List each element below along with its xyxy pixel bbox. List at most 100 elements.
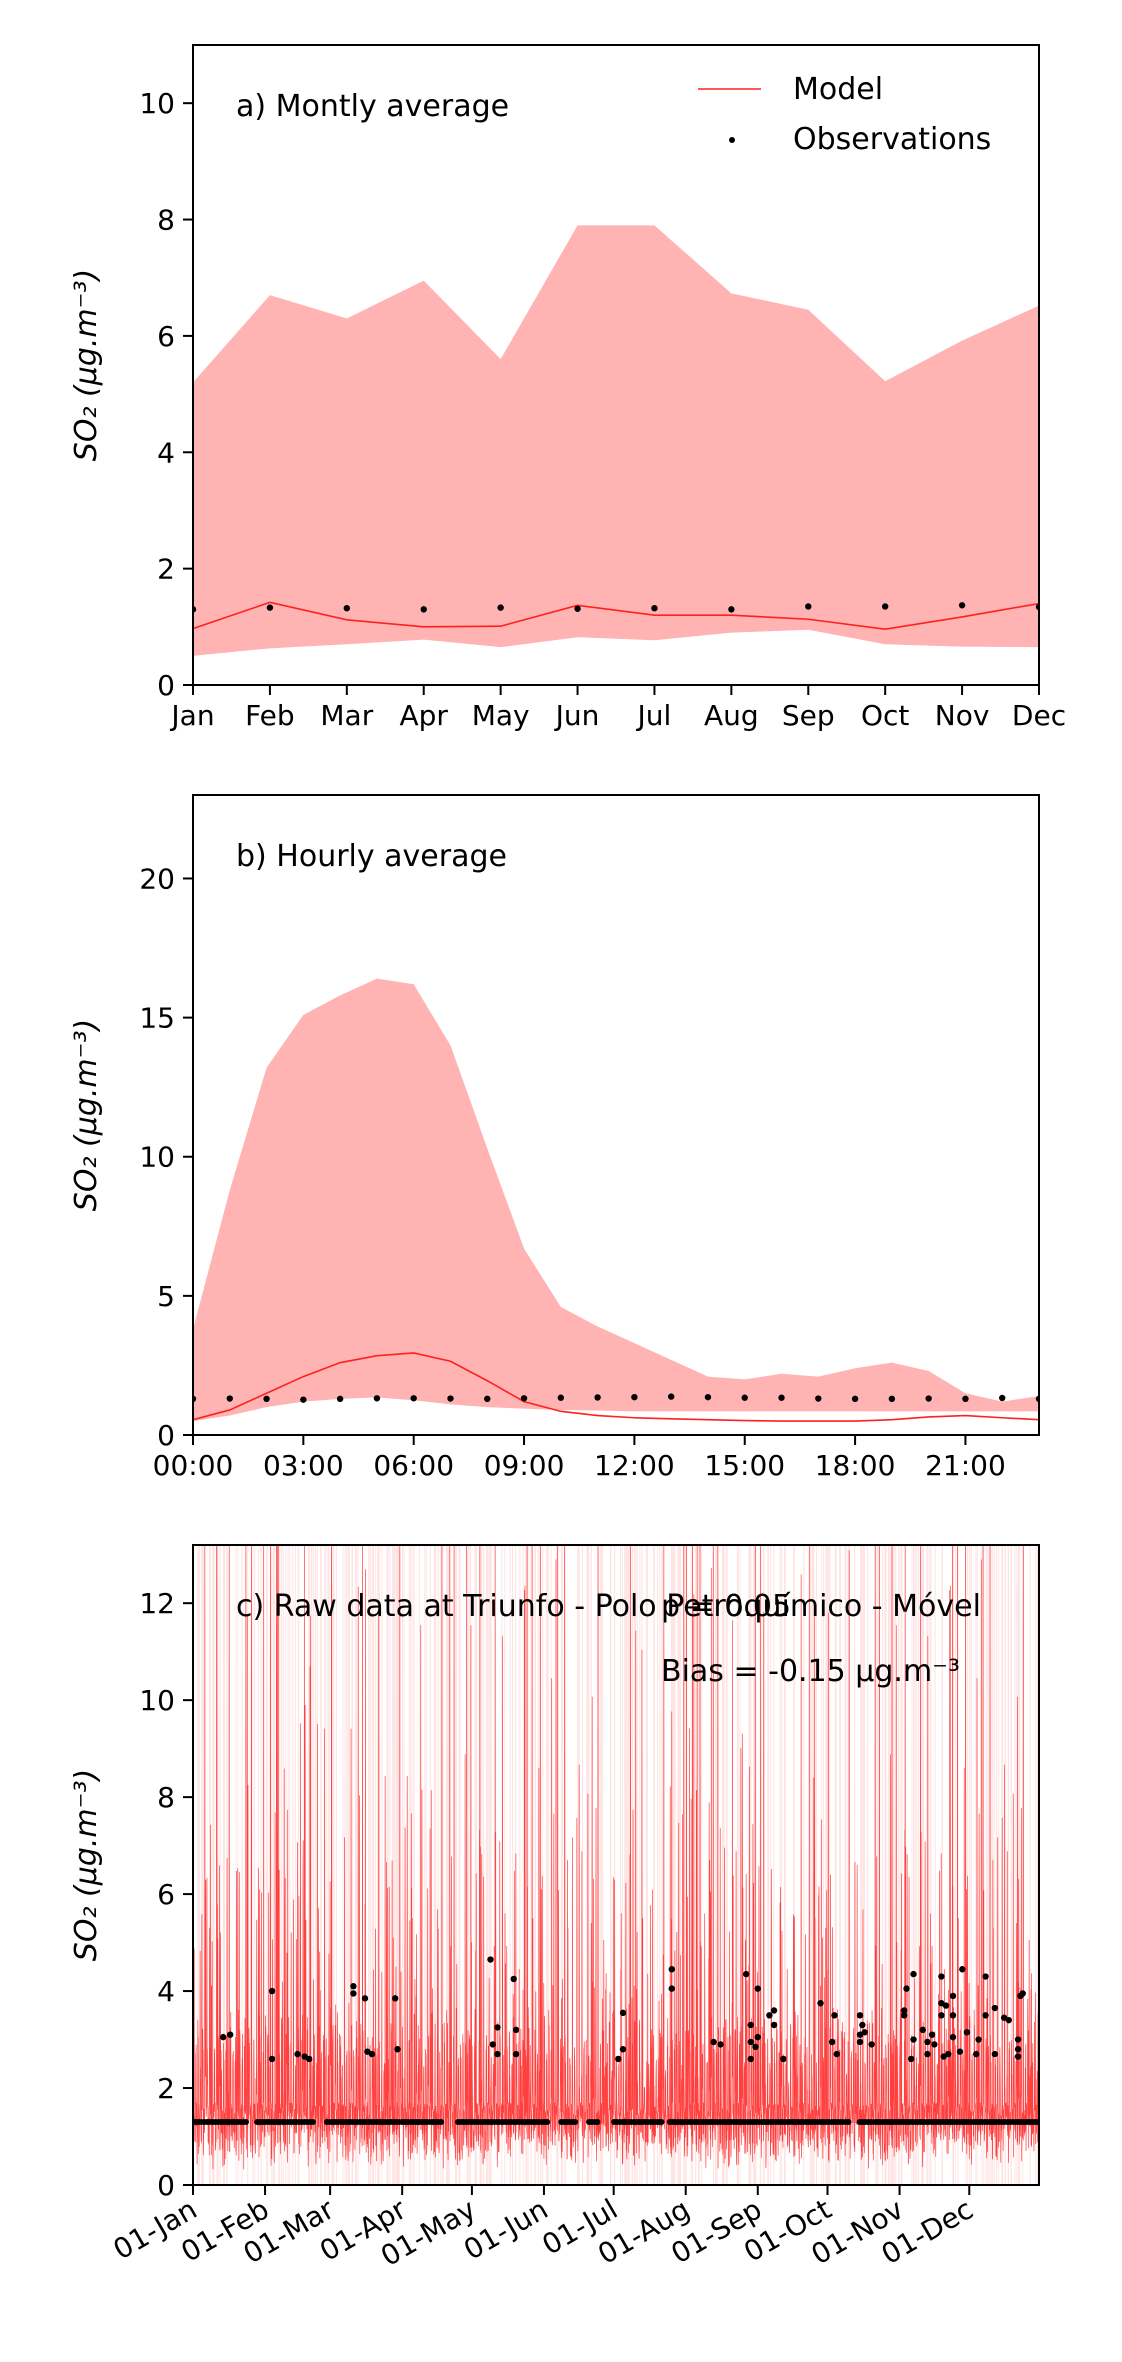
plot-frame [192,44,1040,686]
observation-point [938,1973,945,1980]
y-tick-label: 0 [157,1419,175,1452]
observation-point [982,2012,989,2019]
observation-point [306,2055,313,2063]
x-tick-label: Oct [861,699,909,732]
observation-point [651,605,658,612]
y-axis-ticks: 0 2 4 6 8 10 [139,87,193,702]
observation-point [815,1395,822,1402]
observation-point [572,2118,579,2125]
observation-point [1014,2046,1022,2053]
panel-b-hourly: 0 5 10 15 20 00:00 03:00 06:00 09:00 12:00 15:00 1… [69,794,1040,1482]
x-tick-label: 15:00 [704,1449,785,1482]
observation-point [938,2012,945,2019]
y-tick-label: 20 [139,862,175,895]
observation-point [300,1396,307,1403]
observation-point [392,1995,399,2002]
panel-c-raw: 0 2 4 6 8 10 12 01-Jan01-Feb01-Mar01-Apr01-May… [69,1544,1040,2273]
plot-frame [192,1544,1040,2186]
observation-point [766,2012,773,2019]
observation-point [903,1985,910,1992]
y-tick-label: 15 [139,1002,175,1035]
x-axis-ticks: Jan Feb Mar Apr May Jun Jul Aug Sep Oct Nov Dec [169,685,1066,732]
observation-point [594,1394,601,1401]
y-tick-label: 12 [139,1587,175,1620]
y-axis-ticks: 0 5 10 15 20 [139,862,193,1452]
x-tick-label: Jun [554,699,600,732]
observation-point [945,2050,952,2058]
observation-point [949,2033,957,2041]
model-range-area [193,225,1039,656]
x-tick-label: Jul [636,699,672,732]
observation-point [931,2041,938,2048]
observation-point [668,1985,675,1992]
x-tick-label: 18:00 [815,1449,896,1482]
observation-point [226,2031,234,2038]
observation-point [704,1393,712,1401]
observation-point [741,1394,748,1401]
observation-point [268,1987,276,1995]
observation-point [956,2048,964,2055]
y-tick-label: 6 [157,1878,175,1911]
x-tick-label: 00:00 [153,1449,234,1482]
observation-point [710,2038,717,2046]
observation-point [668,1966,675,1973]
observation-point [484,1395,491,1403]
observation-point [910,1970,917,1978]
observation-point [975,2036,982,2043]
observation-point [861,2029,868,2036]
bias-annotation: Bias = -0.15 μg.m⁻³ [661,1654,960,1689]
observation-point [728,606,735,613]
observation-point [512,2026,520,2034]
observation-point [949,1992,957,2000]
observation-point [780,2055,787,2063]
x-tick-label: 03:00 [263,1449,344,1482]
model-range-band [193,225,1039,656]
observation-point [494,2050,501,2058]
observation-point [831,2012,838,2019]
y-tick-label: 8 [157,204,175,237]
observation-point [868,2041,875,2048]
observation-point [544,2118,551,2125]
observation-point [361,1995,369,2002]
y-axis-label: SO₂ (μg.m⁻³) [69,1019,104,1211]
observation-point [394,2046,401,2053]
observation-point [752,2043,759,2051]
observation-point [856,2012,864,2019]
x-tick-label: Jan [169,699,214,732]
observation-point [900,2007,908,2014]
observation-point [520,1395,528,1402]
observation-point [350,1983,357,1990]
observation-point [845,2118,852,2125]
model-line [193,601,1039,630]
observation-point [658,2118,665,2125]
observation-points [193,602,1039,613]
observation-point [717,2041,724,2048]
x-tick-label: Feb [245,699,295,732]
y-tick-label: 10 [139,1141,175,1174]
observation-point [1005,2016,1012,2024]
observation-point [958,602,966,609]
x-tick-label: Apr [400,699,449,732]
y-tick-label: 0 [157,669,175,702]
observation-point [497,604,504,611]
x-tick-label: 21:00 [925,1449,1006,1482]
observation-points [193,1956,1039,2125]
observation-point [959,1966,966,1973]
observation-point [594,2118,601,2125]
observation-point [754,2033,761,2041]
observation-point [949,2012,957,2019]
observation-point [1014,2036,1022,2043]
observation-point [856,2038,864,2046]
x-tick-label: May [472,699,530,732]
observation-point [631,1393,638,1401]
legend-observation-swatch [729,137,735,143]
observation-point [925,1395,932,1402]
model-range-band [193,978,1039,1422]
y-tick-label: 10 [139,87,175,120]
y-tick-label: 2 [157,2072,175,2105]
observation-point [851,1395,859,1403]
y-tick-label: 10 [139,1684,175,1717]
model-series-line [193,1352,1039,1422]
observation-point [833,2050,840,2058]
